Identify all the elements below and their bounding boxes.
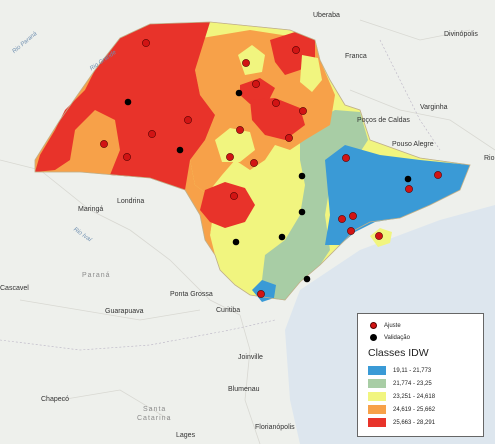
ajuste-point (292, 46, 300, 54)
ajuste-point (285, 134, 293, 142)
place-label: Curitiba (216, 307, 241, 314)
place-label: Varginha (420, 104, 448, 111)
ajuste-point (405, 185, 413, 193)
validacao-point (298, 172, 306, 180)
legend-class-label: 19,11 - 21,773 (393, 367, 432, 374)
legend-validacao: Validação (370, 334, 410, 341)
ajuste-point (123, 153, 131, 161)
legend-class-label: 21,774 - 23,25 (393, 380, 432, 387)
place-label: Uberaba (313, 12, 340, 19)
place-label: Ponta Grossa (170, 291, 213, 298)
legend-class-row: 19,11 - 21,773 (368, 366, 431, 375)
validacao-dot-icon (370, 334, 377, 341)
ajuste-point (226, 153, 234, 161)
legend-class-row: 23,251 - 24,618 (368, 392, 435, 401)
place-label: Franca (345, 53, 367, 60)
legend-ajuste-label: Ajuste (384, 322, 401, 329)
legend-ajuste: Ajuste (370, 322, 401, 329)
legend-class-label: 24,619 - 25,662 (393, 406, 436, 413)
place-label: Divinópolis (444, 31, 478, 38)
basemap-roads (0, 19, 495, 444)
place-label: Guarapuava (105, 308, 144, 315)
class5-area-small1 (240, 78, 275, 104)
state-outline (34, 21, 471, 301)
class5-area-small2 (250, 98, 305, 140)
class1-swatch-icon (368, 366, 386, 375)
validacao-point (124, 98, 132, 106)
ajuste-point (272, 99, 280, 107)
legend-class-row: 21,774 - 23,25 (368, 379, 432, 388)
place-label: Londrina (117, 198, 145, 205)
class5-area-center (200, 182, 255, 228)
ajuste-point (257, 290, 265, 298)
ajuste-points (100, 39, 442, 298)
place-label: Blumenau (228, 386, 260, 393)
place-label: Pouso Alegre (392, 141, 434, 148)
class3-island1 (238, 45, 265, 75)
place-label: Cascavel (0, 285, 29, 292)
legend-class-label: 23,251 - 24,618 (393, 393, 436, 400)
class2-swatch-icon (368, 379, 386, 388)
ajuste-point (299, 107, 307, 115)
validacao-point (278, 233, 286, 241)
validacao-point (298, 208, 306, 216)
class5-area-west (35, 22, 215, 190)
class5-swatch-icon (368, 418, 386, 427)
legend-title: Classes IDW (368, 347, 429, 359)
class4-area-center (190, 30, 335, 255)
ajuste-point (236, 126, 244, 134)
ajuste-point (338, 215, 346, 223)
ajuste-point (434, 171, 442, 179)
place-label: Florianópolis (255, 424, 295, 431)
place-label: Joinville (238, 354, 263, 361)
place-label: Maringá (78, 206, 104, 213)
place-label: Poços de Caldas (357, 117, 410, 124)
class4-swatch-icon (368, 405, 386, 414)
ajuste-dot-icon (370, 322, 377, 329)
place-label: Lages (176, 432, 196, 439)
validacao-point (404, 175, 412, 183)
legend-class-row: 24,619 - 25,662 (368, 405, 435, 414)
ajuste-point (375, 232, 383, 240)
validacao-point (232, 238, 240, 246)
validacao-point (235, 89, 243, 97)
ajuste-point (142, 39, 150, 47)
class3-island2 (300, 55, 322, 92)
class1-area-east (325, 145, 470, 245)
region-label: Santa (143, 406, 167, 413)
ajuste-point (252, 80, 260, 88)
place-label: Rio (484, 155, 495, 162)
state-borders (0, 39, 441, 351)
class3-swatch-icon (368, 392, 386, 401)
legend-class-row: 25,663 - 28,291 (368, 418, 435, 427)
ajuste-point (230, 192, 238, 200)
ajuste-point (242, 59, 250, 67)
ajuste-point (184, 116, 192, 124)
region-label: Paraná (82, 272, 111, 279)
ajuste-point (349, 212, 357, 220)
validacao-point (303, 275, 311, 283)
ajuste-point (148, 130, 156, 138)
ajuste-point (342, 154, 350, 162)
class3-island3 (215, 128, 255, 162)
ajuste-point (347, 227, 355, 235)
place-label: Chapecó (41, 396, 70, 403)
legend-validacao-label: Validação (384, 334, 410, 341)
region-label: Catarina (137, 415, 172, 422)
validacao-point (176, 146, 184, 154)
legend-class-label: 25,663 - 28,291 (393, 419, 436, 426)
map-legend: Ajuste Validação Classes IDW 19,11 - 21,… (357, 313, 484, 437)
validacao-points (124, 89, 412, 283)
ajuste-point (250, 159, 258, 167)
ajuste-point (100, 140, 108, 148)
